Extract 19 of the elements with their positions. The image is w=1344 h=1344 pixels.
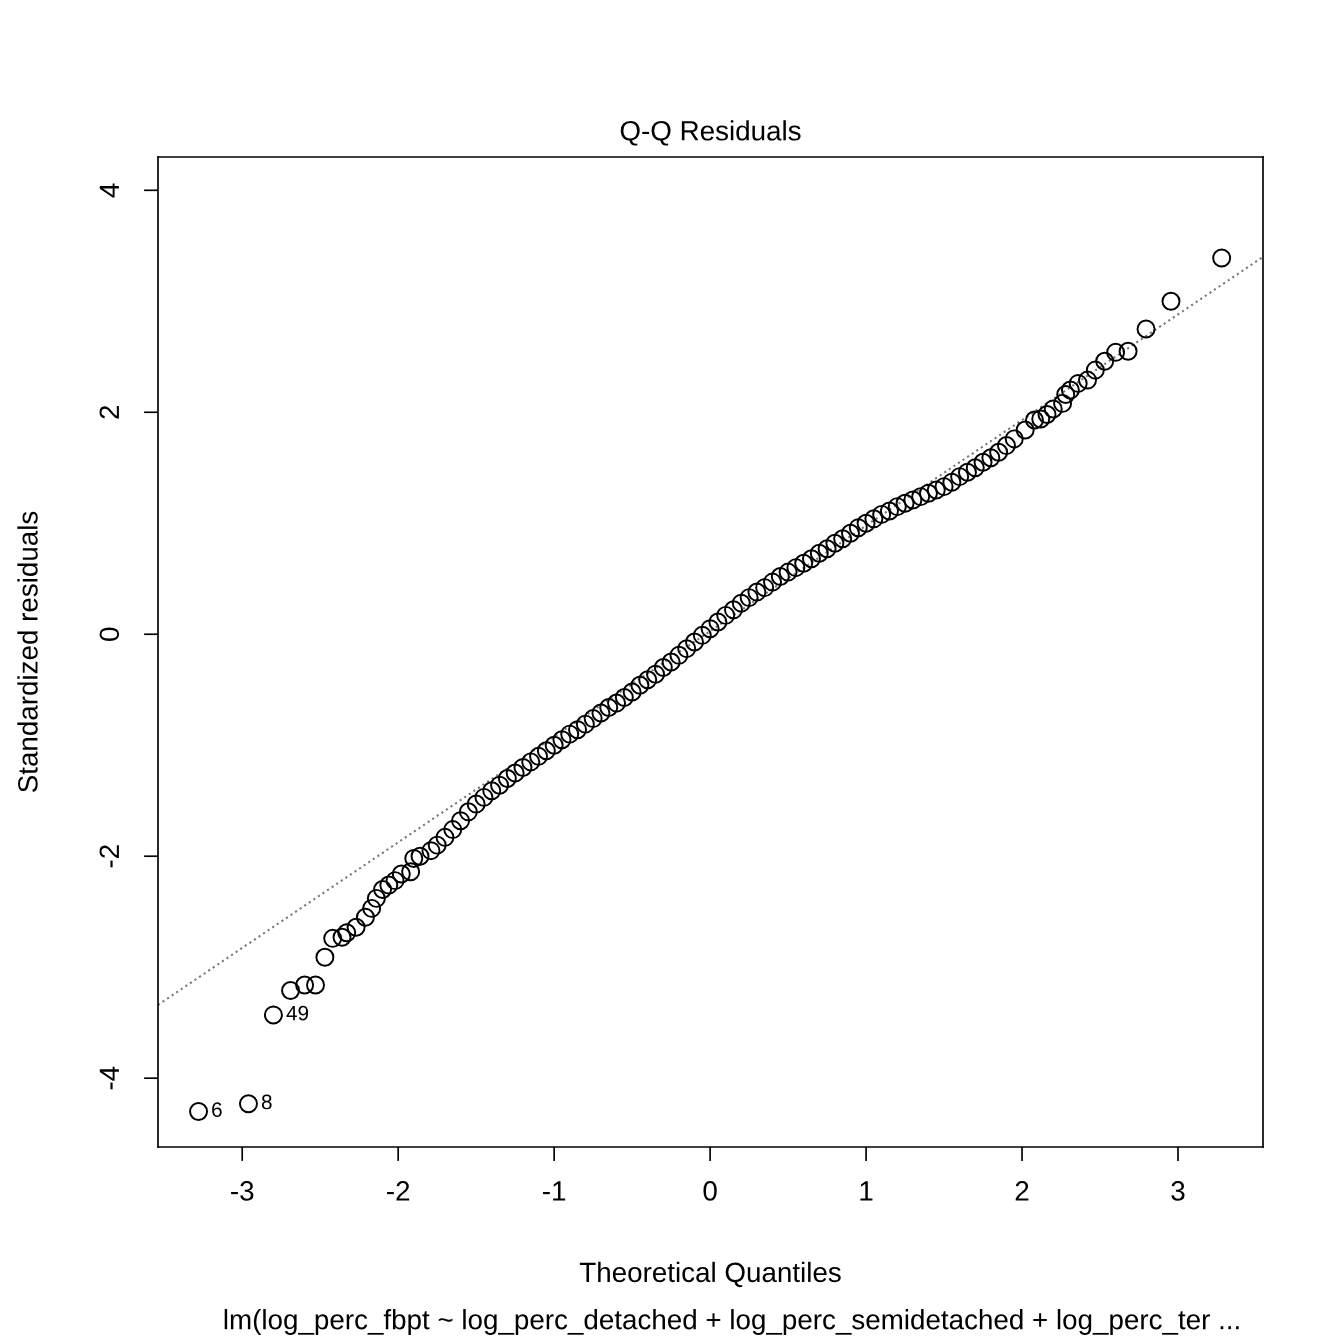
annotation: 6 [212,1102,222,1118]
x-tick-label: -1 [543,1181,566,1201]
x-axis-title: Theoretical Quantiles [579,1261,841,1288]
y-tick-label: -4 [99,1066,119,1090]
text: lm(log_perc_fbpt ~ log_perc_detached + log_perc_semidetached + log_perc_ter ... [224,1309,1239,1335]
x-tick-label: 0 [703,1181,717,1201]
annotation: 8 [261,1094,272,1110]
x-tick-label: 1 [860,1181,873,1201]
y-axis-title: Standardized residuals [17,511,38,793]
y-tick-label: 2 [99,405,119,419]
x-tick-label: 3 [1171,1181,1185,1201]
y-tick-label: 4 [99,183,119,198]
y-tick-label: 0 [99,627,120,641]
y-tick-label: -2 [99,845,119,868]
x-tick-label: -3 [231,1181,254,1201]
x-tick-label: 2 [1015,1181,1029,1201]
chart-title: Q-Q Residuals [620,120,801,146]
x-tick-label: -2 [387,1181,410,1201]
annotation: 49 [286,1005,309,1021]
